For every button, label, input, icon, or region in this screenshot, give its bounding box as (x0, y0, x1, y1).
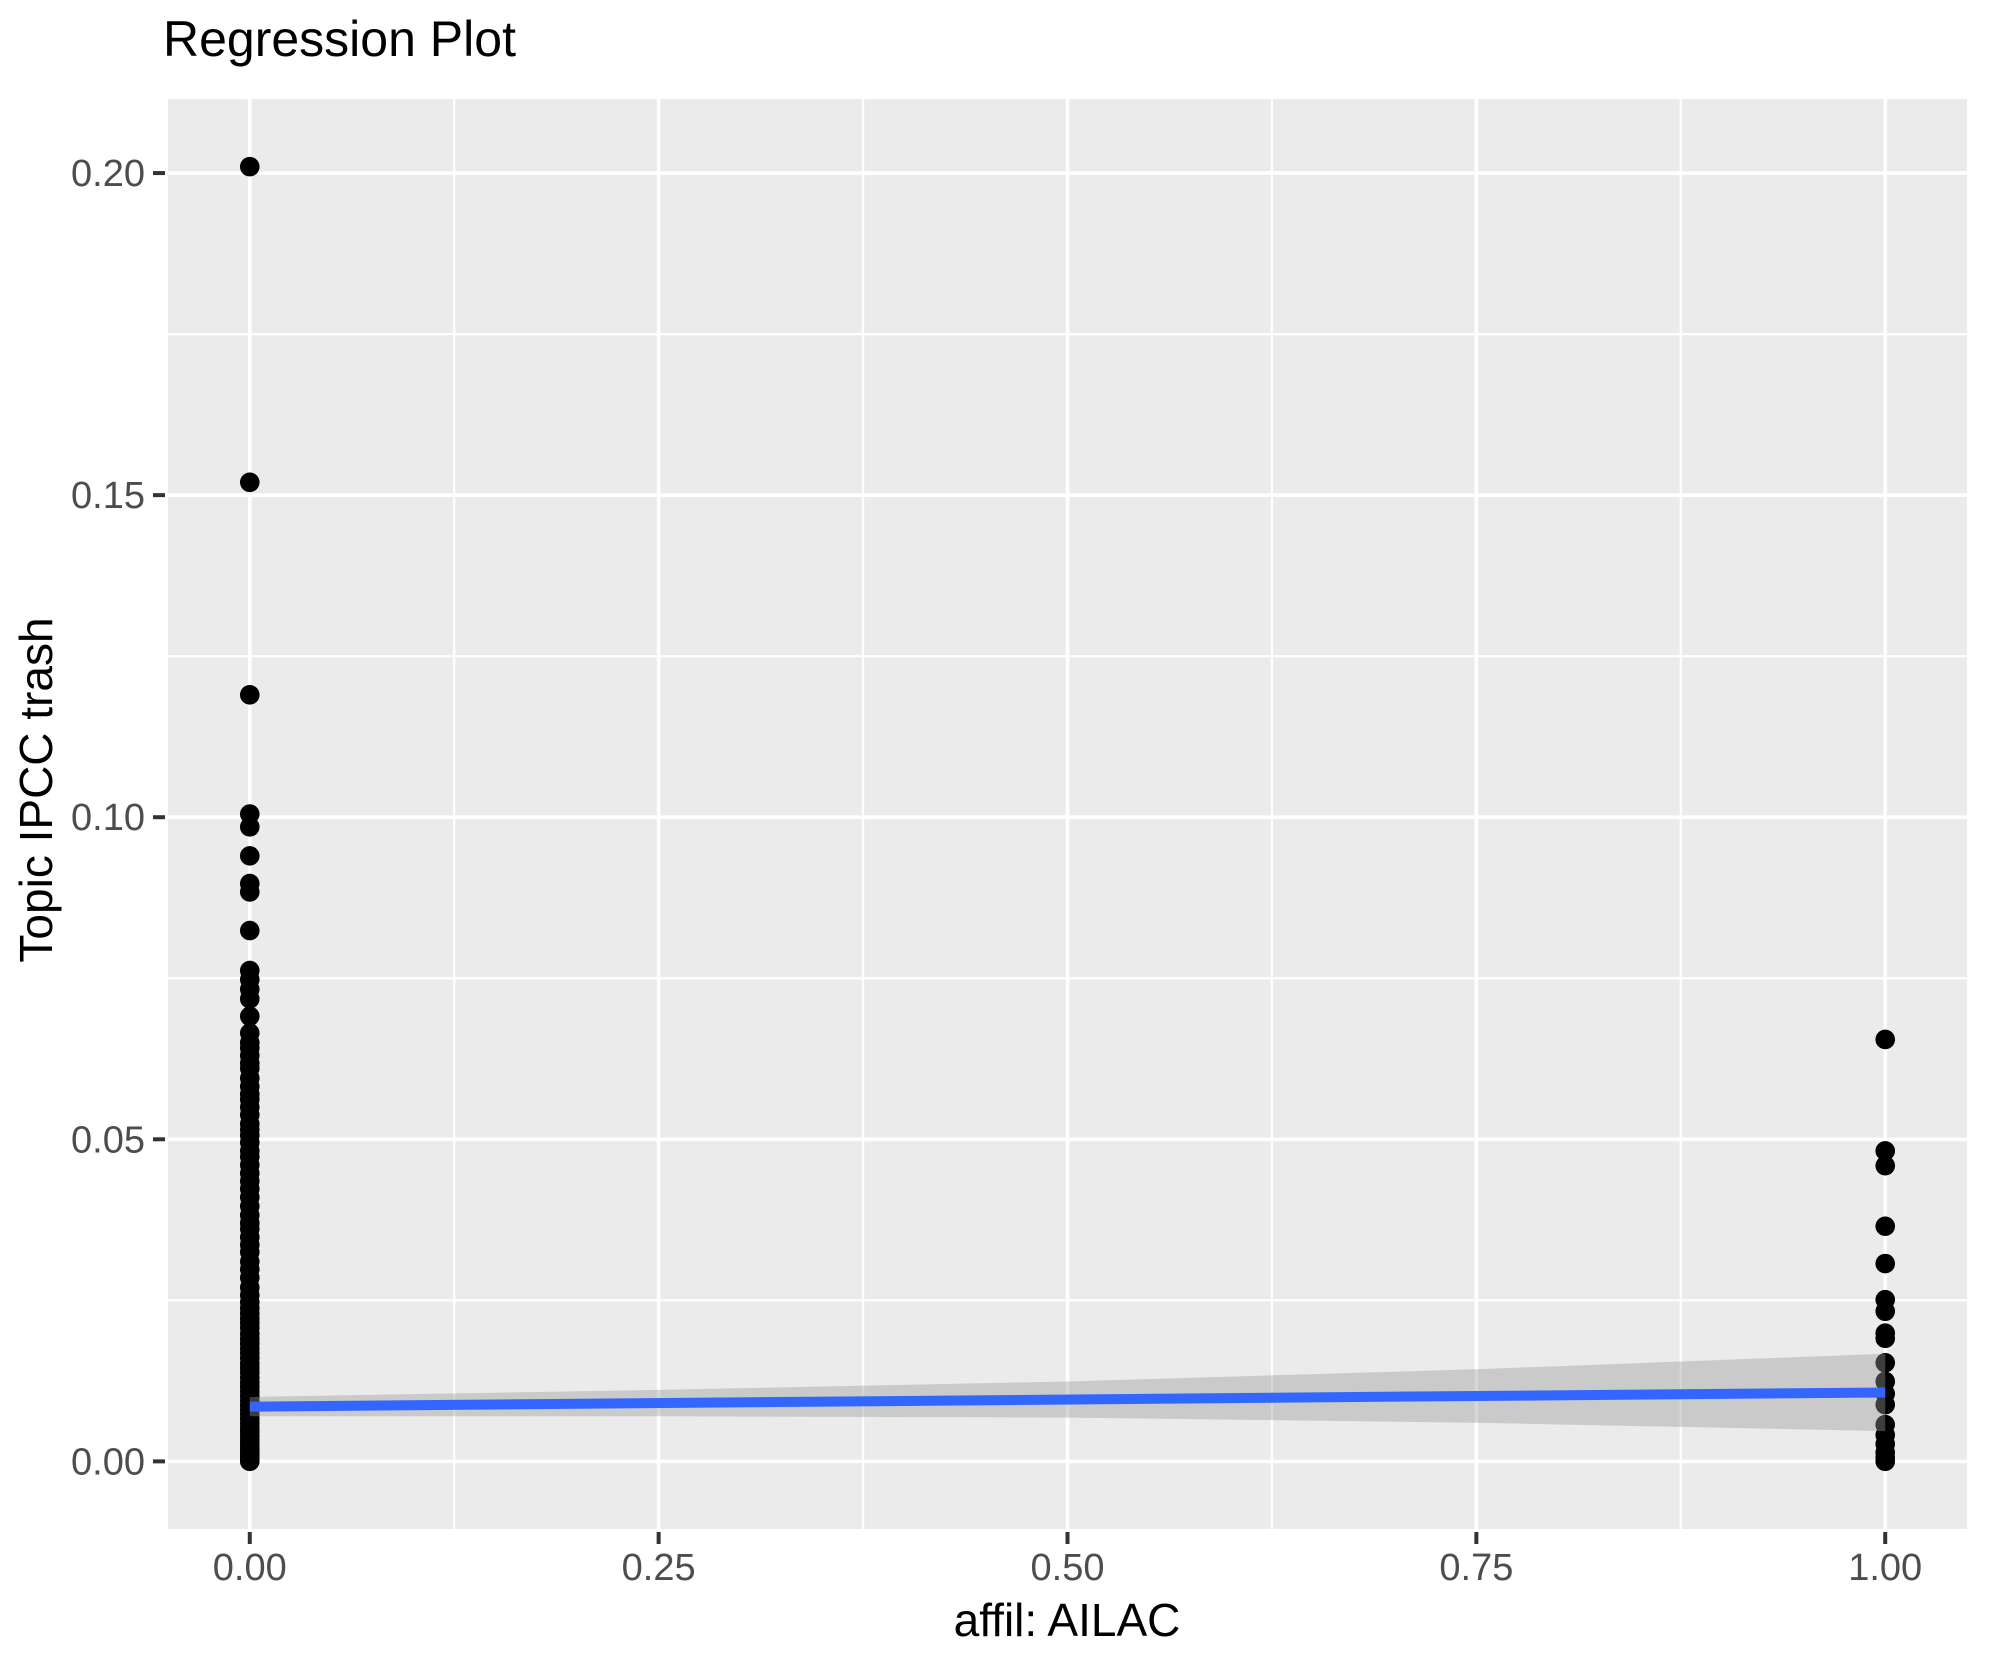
scatter-point (1875, 1451, 1896, 1472)
x-axis-tick-label: 0.75 (1439, 1547, 1513, 1589)
scatter-point (239, 989, 260, 1009)
scatter-point (1875, 1301, 1896, 1322)
y-axis-tick-label: 0.10 (71, 797, 145, 839)
scatter-point (239, 1006, 260, 1027)
scatter-point (239, 920, 260, 941)
scatter-point (1875, 1353, 1896, 1373)
scatter-point (1875, 1155, 1896, 1176)
scatter-point (1875, 1328, 1896, 1349)
scatter-point (239, 817, 260, 837)
y-axis-tick-label: 0.00 (71, 1441, 145, 1483)
y-axis-tick-label: 0.20 (71, 153, 145, 195)
scatter-point (1875, 1394, 1896, 1415)
scatter-point (1875, 1253, 1896, 1274)
x-axis-tick-label: 0.50 (1031, 1547, 1105, 1589)
scatter-point (239, 846, 260, 866)
x-axis-tick-label: 1.00 (1848, 1547, 1922, 1589)
x-axis-title: affil: AILAC (954, 1594, 1181, 1646)
y-axis-tick-label: 0.05 (71, 1119, 145, 1161)
y-axis-tick-label: 0.15 (71, 475, 145, 517)
scatter-point (1875, 1029, 1896, 1050)
x-axis-tick-label: 0.25 (622, 1547, 696, 1589)
x-axis-tick-label: 0.00 (213, 1547, 287, 1589)
scatter-point (239, 685, 260, 705)
scatter-point (239, 156, 260, 177)
scatter-point (239, 882, 260, 902)
scatter-point (239, 472, 260, 493)
scatter-point (1875, 1141, 1896, 1161)
regression-line (249, 1387, 1886, 1412)
plot-title: Regression Plot (163, 11, 516, 67)
y-axis-title: Topic IPCC trash (10, 617, 62, 962)
scatter-point (1875, 1216, 1896, 1237)
scatter-point (239, 1451, 260, 1472)
confidence-band (249, 1353, 1886, 1432)
